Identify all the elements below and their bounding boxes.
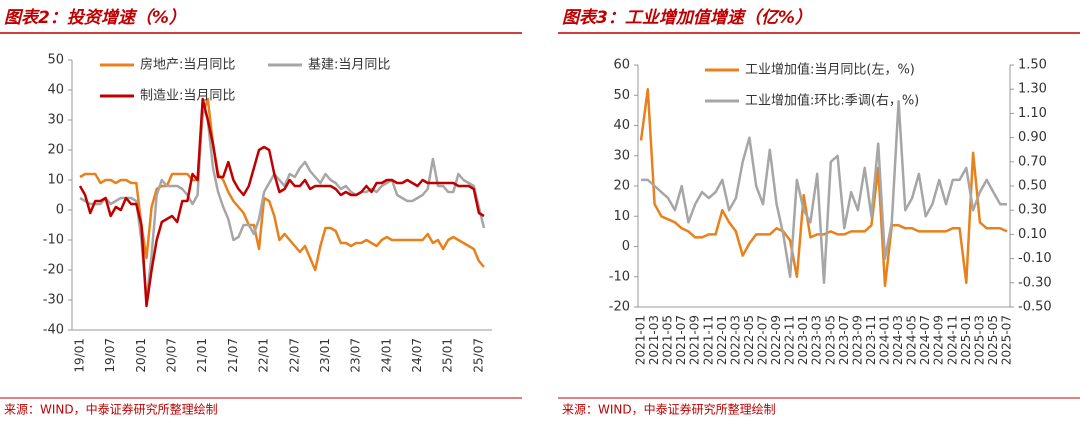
y-tick-label: 0	[56, 203, 64, 218]
x-tick-label: 2021-01	[634, 315, 648, 365]
x-tick-label: 2021-05	[661, 315, 675, 365]
x-tick-label: 2022-01	[715, 315, 729, 365]
y-tick-label: 30	[47, 113, 64, 128]
y-tick-label: -30	[43, 293, 64, 308]
series-line	[639, 87, 1008, 288]
series-line	[79, 97, 485, 272]
x-tick-label: 24/07	[410, 338, 424, 373]
x-tick-label: 21/07	[226, 338, 240, 373]
x-tick-label: 2023-07	[837, 315, 851, 365]
y-tick-label: 60	[613, 58, 630, 73]
chart-title: 图表3：工业增加值增速（亿%）	[562, 8, 812, 28]
y-tick-label: 10	[613, 209, 630, 224]
x-tick-label: 2024-03	[891, 315, 905, 365]
y2-tick-label: 0.10	[1018, 227, 1047, 242]
x-tick-label: 2025-05	[986, 315, 1000, 365]
x-tick-label: 19/01	[73, 338, 87, 373]
x-tick-label: 2022-09	[769, 315, 783, 365]
y2-tick-label: 0.50	[1018, 179, 1047, 194]
x-tick-label: 2023-11	[864, 315, 878, 365]
x-tick-label: 19/07	[103, 338, 117, 373]
x-tick-label: 20/07	[165, 338, 179, 373]
y-tick-label: 40	[613, 118, 630, 133]
x-tick-label: 21/01	[195, 338, 209, 373]
legend-label: 基建:当月同比	[308, 58, 390, 73]
x-tick-label: 20/01	[134, 338, 148, 373]
y-tick-label: 50	[613, 88, 630, 103]
x-tick-label: 22/01	[257, 338, 271, 373]
x-tick-label: 2023-03	[810, 315, 824, 365]
y2-tick-label: -0.30	[1018, 275, 1052, 290]
x-tick-label: 2025-03	[972, 315, 986, 365]
x-tick-label: 2023-09	[850, 315, 864, 365]
x-tick-label: 2023-01	[796, 315, 810, 365]
source: 来源：WIND，中泰证券研究所整理绘制	[562, 402, 776, 417]
x-tick-label: 2022-03	[728, 315, 742, 365]
y-tick-label: -20	[43, 263, 64, 278]
x-tick-label: 2023-05	[823, 315, 837, 365]
legend-label: 房地产:当月同比	[140, 57, 235, 73]
y-tick-label: 30	[613, 148, 630, 163]
x-tick-label: 2022-05	[742, 315, 756, 365]
series-line	[79, 100, 486, 302]
x-tick-label: 2022-11	[783, 315, 797, 365]
y-tick-label: -10	[609, 269, 630, 284]
x-tick-label: 23/07	[349, 338, 363, 373]
y2-tick-label: 0.90	[1018, 130, 1047, 145]
x-tick-label: 2024-01	[878, 315, 892, 365]
y2-tick-label: 0.70	[1018, 154, 1047, 169]
x-tick-label: 25/01	[441, 338, 455, 373]
x-tick-label: 2024-07	[918, 315, 932, 365]
x-tick-label: 2024-11	[945, 315, 959, 365]
x-tick-label: 23/01	[318, 338, 332, 373]
y2-tick-label: -0.10	[1018, 251, 1052, 266]
series-line	[78, 97, 485, 308]
x-tick-label: 2021-11	[701, 315, 715, 365]
y-tick-label: -20	[609, 300, 630, 315]
y2-tick-label: 0.30	[1018, 203, 1047, 218]
y-tick-label: 20	[613, 179, 630, 194]
y-tick-label: -40	[43, 323, 64, 338]
y-tick-label: 20	[47, 143, 64, 158]
x-tick-label: 2024-09	[932, 315, 946, 365]
y-tick-label: 0	[622, 239, 630, 254]
y-tick-label: 10	[47, 173, 64, 188]
x-tick-label: 2025-07	[1000, 315, 1014, 365]
y-tick-label: 40	[47, 83, 64, 98]
y-tick-label: -10	[43, 233, 64, 248]
source: 来源：WIND，中泰证券研究所整理绘制	[4, 402, 218, 417]
y2-tick-label: -0.50	[1018, 300, 1052, 315]
legend-label: 制造业:当月同比	[140, 89, 235, 104]
series-line	[641, 100, 1007, 285]
chart-title: 图表2：投资增速（%）	[4, 8, 186, 28]
x-tick-label: 2025-01	[959, 315, 973, 365]
x-tick-label: 2022-07	[756, 315, 770, 365]
x-tick-label: 2024-05	[905, 315, 919, 365]
x-tick-label: 25/07	[471, 338, 485, 373]
x-tick-label: 2021-03	[647, 315, 661, 365]
x-tick-label: 2021-07	[674, 315, 688, 365]
x-tick-label: 2021-09	[688, 315, 702, 365]
y2-tick-label: 1.10	[1018, 106, 1047, 121]
y-tick-label: 50	[47, 53, 64, 68]
legend-label: 工业增加值:当月同比(左，%)	[745, 62, 915, 78]
y2-tick-label: 1.30	[1018, 82, 1047, 97]
x-tick-label: 22/07	[287, 338, 301, 373]
y2-tick-label: 1.50	[1018, 58, 1047, 73]
legend-label: 工业增加值:环比:季调(右，%)	[745, 93, 919, 109]
x-tick-label: 24/01	[379, 338, 393, 373]
